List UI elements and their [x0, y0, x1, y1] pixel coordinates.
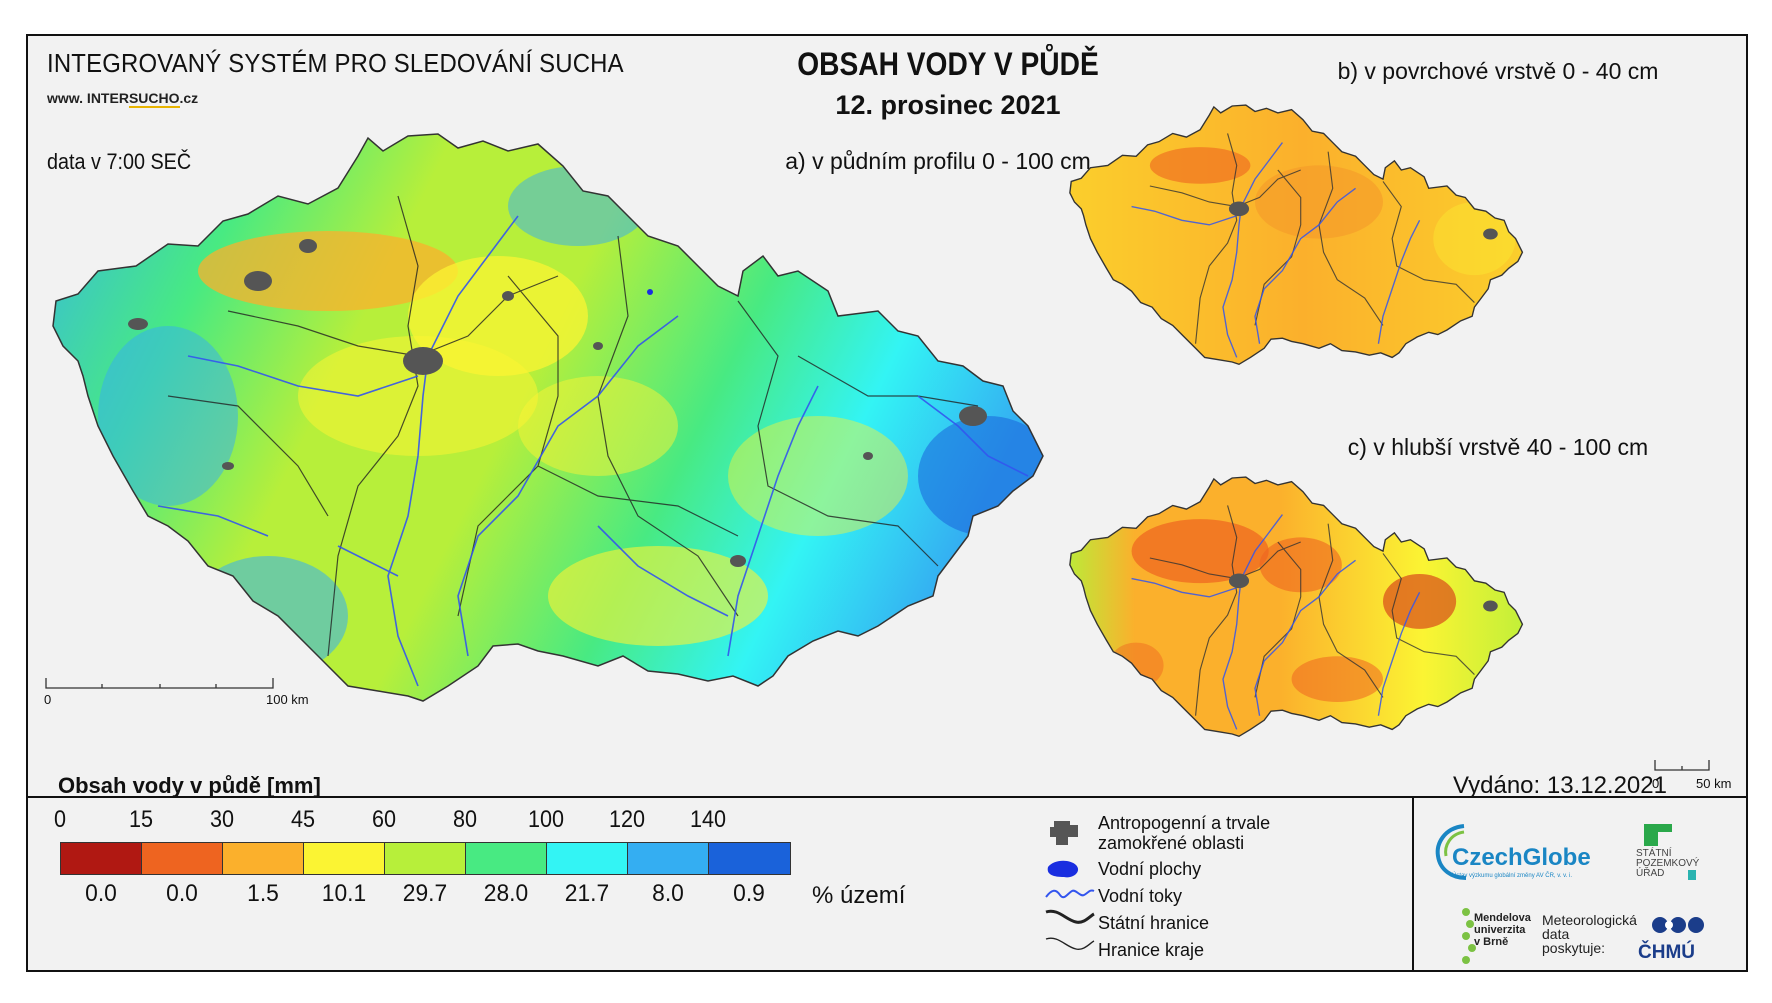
legend-colorbar — [60, 842, 791, 875]
legend-percent: 0.9 — [732, 880, 765, 907]
legend-color-5 — [466, 843, 547, 874]
legend-percent: 29.7 — [402, 880, 447, 907]
czechglobe-name: CzechGlobe — [1452, 844, 1591, 871]
issued-date: Vydáno: 13.12.2021 — [1453, 772, 1667, 799]
legend-percent: 0.0 — [165, 880, 198, 907]
meteo-data-provider: Meteorologická data poskytuje: — [1542, 912, 1637, 956]
river-icon — [1045, 889, 1095, 899]
percent-label: % území — [812, 882, 906, 909]
legend-tick: 80 — [452, 806, 478, 833]
chmu-name: ČHMÚ — [1638, 942, 1695, 963]
legend-color-6 — [547, 843, 628, 874]
legend-color-4 — [385, 843, 466, 874]
legend-tick: 140 — [689, 806, 727, 833]
figure-frame: INTEGROVANÝ SYSTÉM PRO SLEDOVÁNÍ SUCHA w… — [26, 34, 1748, 972]
legend-color-8 — [709, 843, 790, 874]
main-title: OBSAH VODY V PŮDĚ — [797, 46, 1099, 82]
urban-area-icon — [1050, 821, 1078, 845]
map-a-label: a) v půdním profilu 0 - 100 cm — [785, 148, 1091, 174]
legend-percent: 28.0 — [483, 880, 528, 907]
legend-color-7 — [628, 843, 709, 874]
legend-percent: 8.0 — [651, 880, 684, 907]
website-link[interactable]: www. INTERSUCHO.cz — [47, 90, 199, 108]
legend-title: Obsah vody v půdě [mm] — [58, 773, 321, 798]
legend-color-0 — [61, 843, 142, 874]
spu-name: STÁTNÍ POZEMKOVÝ ÚŘAD — [1636, 848, 1700, 879]
legend-percent: 0.0 — [84, 880, 117, 907]
map-b-surface-layer — [1069, 104, 1524, 365]
state-border-icon — [1045, 909, 1095, 924]
legend-percent: 1.5 — [246, 880, 279, 907]
legend-region-border-label: Hranice kraje — [1098, 940, 1205, 960]
data-time: data v 7:00 SEČ — [47, 149, 192, 174]
map-a-soil-profile — [45, 133, 1044, 702]
legend-tick: 30 — [209, 806, 235, 833]
legend-color-3 — [304, 843, 385, 874]
czechglobe-subtitle: Ústav výzkumu globální změny AV ČR, v. v… — [1452, 873, 1573, 879]
scale-bar-main — [45, 678, 274, 689]
region-border-icon — [1045, 937, 1095, 951]
chmu-logo-icon — [1652, 917, 1704, 933]
legend-color-2 — [223, 843, 304, 874]
legend-tick: 45 — [290, 806, 316, 833]
legend-water-label: Vodní plochy — [1098, 859, 1202, 879]
map-c-deep-layer — [1069, 476, 1524, 737]
legend-percent: 21.7 — [564, 880, 609, 907]
scale-bar-small — [1654, 760, 1710, 771]
mendel-university-name: Mendelova univerzita v Brně — [1474, 912, 1531, 948]
horizontal-divider — [28, 796, 1746, 798]
scale-small-zero: 0 — [1652, 776, 1660, 791]
legend-state-border-label: Státní hranice — [1098, 913, 1210, 933]
legend-percent: 10.1 — [321, 880, 366, 907]
map-c-label: c) v hlubší vrstvě 40 - 100 cm — [1347, 434, 1649, 460]
scale-main-end: 100 km — [266, 692, 309, 707]
mendel-dots-icon — [1462, 908, 1476, 964]
legend-tick: 120 — [608, 806, 646, 833]
legend-tick: 15 — [128, 806, 154, 833]
legend-tick: 60 — [371, 806, 397, 833]
legend-tick: 100 — [527, 806, 565, 833]
date-title: 12. prosinec 2021 — [835, 90, 1061, 120]
water-body — [647, 289, 653, 295]
map-b-label: b) v povrchové vrstvě 0 - 40 cm — [1337, 58, 1659, 84]
scale-small-end: 50 km — [1696, 776, 1732, 791]
system-title: INTEGROVANÝ SYSTÉM PRO SLEDOVÁNÍ SUCHA — [47, 48, 624, 78]
legend-color-1 — [142, 843, 223, 874]
spu-logo-icon — [1644, 824, 1696, 880]
legend-river-label: Vodní toky — [1098, 886, 1183, 906]
scale-main-zero: 0 — [44, 692, 52, 707]
legend-tick: 0 — [53, 806, 67, 833]
czechglobe-logo-icon — [1435, 824, 1467, 880]
vertical-divider — [1412, 798, 1414, 970]
water-body-icon — [1047, 860, 1079, 878]
urban-areas — [128, 239, 987, 567]
map-panel: INTEGROVANÝ SYSTÉM PRO SLEDOVÁNÍ SUCHA w… — [28, 36, 1746, 796]
legend-urban-label: Antropogenní a trvale zamokřené oblasti — [1098, 813, 1271, 853]
